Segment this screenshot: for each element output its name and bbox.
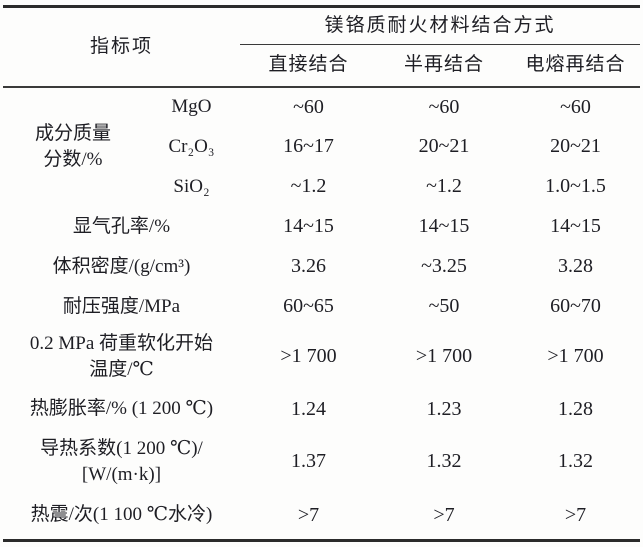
header-subrow: 直接结合 半再结合 电熔再结合 xyxy=(3,44,641,88)
row-thermal-shock: 热震/次(1 100 ℃水冷) >7 >7 >7 xyxy=(3,492,640,541)
value-cell: 20~21 xyxy=(418,135,470,157)
value-cell: 3.28 xyxy=(558,255,593,277)
value-cell: 1.37 xyxy=(290,450,326,472)
indicator-column-header: 指标项 xyxy=(2,6,240,88)
value-cell: ~1.2 xyxy=(290,175,327,197)
composition-group-label-line2: 分数/% xyxy=(43,149,103,170)
row-sio2: SiO₂ ~1.2 ~1.2 1.0~1.5 xyxy=(3,167,640,207)
value-cell: 1.28 xyxy=(558,397,593,420)
row-label-line2: 温度/℃ xyxy=(89,358,154,380)
col-header-semi-rebonded: 半再结合 xyxy=(376,44,511,88)
row-softening-temperature: 0.2 MPa 荷重软化开始 温度/℃ >1 700 >1 700 >1 700 xyxy=(3,327,640,387)
value-cell: ~60 xyxy=(428,95,460,118)
row-label: 显气孔率/% xyxy=(72,215,171,237)
value-cell: >7 xyxy=(564,503,587,526)
row-bulk-density: 体积密度/(g/cm³) 3.26 ~3.25 3.28 xyxy=(3,247,640,287)
value-cell: ~3.25 xyxy=(421,255,467,277)
row-label-line2: [W/(m·k)] xyxy=(81,463,162,485)
value-cell: >7 xyxy=(297,503,320,526)
row-compressive-strength: 耐压强度/MPa 60~65 ~50 60~70 xyxy=(3,287,640,327)
value-cell: ~50 xyxy=(428,295,460,317)
value-cell: 3.26 xyxy=(290,255,326,277)
value-cell: 1.24 xyxy=(290,397,326,420)
value-cell: >7 xyxy=(433,503,455,526)
value-cell: >1 700 xyxy=(547,345,604,367)
row-cr2o3: Cr₂O₃ 16~17 20~21 20~21 xyxy=(3,127,640,167)
row-label: 导热系数(1 200 ℃)/ [W/(m·k)] xyxy=(3,432,240,492)
row-label: 热膨胀率/% (1 200 ℃) xyxy=(29,398,214,420)
component-label-sio2: SiO₂ xyxy=(173,175,210,197)
bond-type-group-header: 镁铬质耐火材料结合方式 xyxy=(324,15,556,37)
row-label-line1: 导热系数(1 200 ℃)/ xyxy=(40,437,203,459)
row-mgo: 成分质量 分数/% MgO ~60 ~60 ~60 xyxy=(3,87,640,171)
value-cell: 1.32 xyxy=(426,450,462,472)
value-cell: 1.0~1.5 xyxy=(545,175,606,197)
row-thermal-conductivity: 导热系数(1 200 ℃)/ [W/(m·k)] 1.37 1.32 1.32 xyxy=(3,432,640,492)
composition-group-label: 成分质量 分数/% xyxy=(3,87,143,207)
row-label: 0.2 MPa 荷重软化开始 温度/℃ xyxy=(3,327,240,387)
refractory-properties-table: 指标项 镁铬质耐火材料结合方式 直接结合 半再结合 电熔再结合 成分质量 分数/… xyxy=(2,5,641,542)
value-cell: >1 700 xyxy=(280,345,337,367)
value-cell: 1.32 xyxy=(558,450,593,472)
value-cell: ~60 xyxy=(560,95,591,118)
value-cell: 1.23 xyxy=(426,397,462,420)
row-label-line1: 0.2 MPa 荷重软化开始 xyxy=(29,332,214,354)
row-label: 体积密度/(g/cm³) xyxy=(52,255,191,277)
header-group-row: 指标项 镁铬质耐火材料结合方式 xyxy=(2,6,640,88)
col-header-fused-rebonded: 电熔再结合 xyxy=(510,44,641,88)
value-cell: 20~21 xyxy=(550,135,601,157)
row-thermal-expansion: 热膨胀率/% (1 200 ℃) 1.24 1.23 1.28 xyxy=(3,387,640,432)
value-cell: ~1.2 xyxy=(426,175,462,197)
component-label-mgo: MgO xyxy=(171,96,212,118)
col-header-direct-bond: 直接结合 xyxy=(239,44,377,88)
value-cell: 60~65 xyxy=(283,295,334,317)
row-apparent-porosity: 显气孔率/% 14~15 14~15 14~15 xyxy=(3,207,640,247)
row-label: 耐压强度/MPa xyxy=(62,295,181,317)
value-cell: 14~15 xyxy=(283,215,334,237)
value-cell: 14~15 xyxy=(418,215,470,237)
value-cell: 14~15 xyxy=(550,215,601,237)
value-cell: ~60 xyxy=(293,95,324,118)
row-label: 热震/次(1 100 ℃水冷) xyxy=(30,504,213,526)
component-label-cr2o3: Cr₂O₃ xyxy=(168,135,215,157)
value-cell: 60~70 xyxy=(550,295,601,317)
value-cell: >1 700 xyxy=(415,345,473,367)
value-cell: 16~17 xyxy=(283,135,334,157)
composition-group-label-line1: 成分质量 xyxy=(34,123,111,145)
